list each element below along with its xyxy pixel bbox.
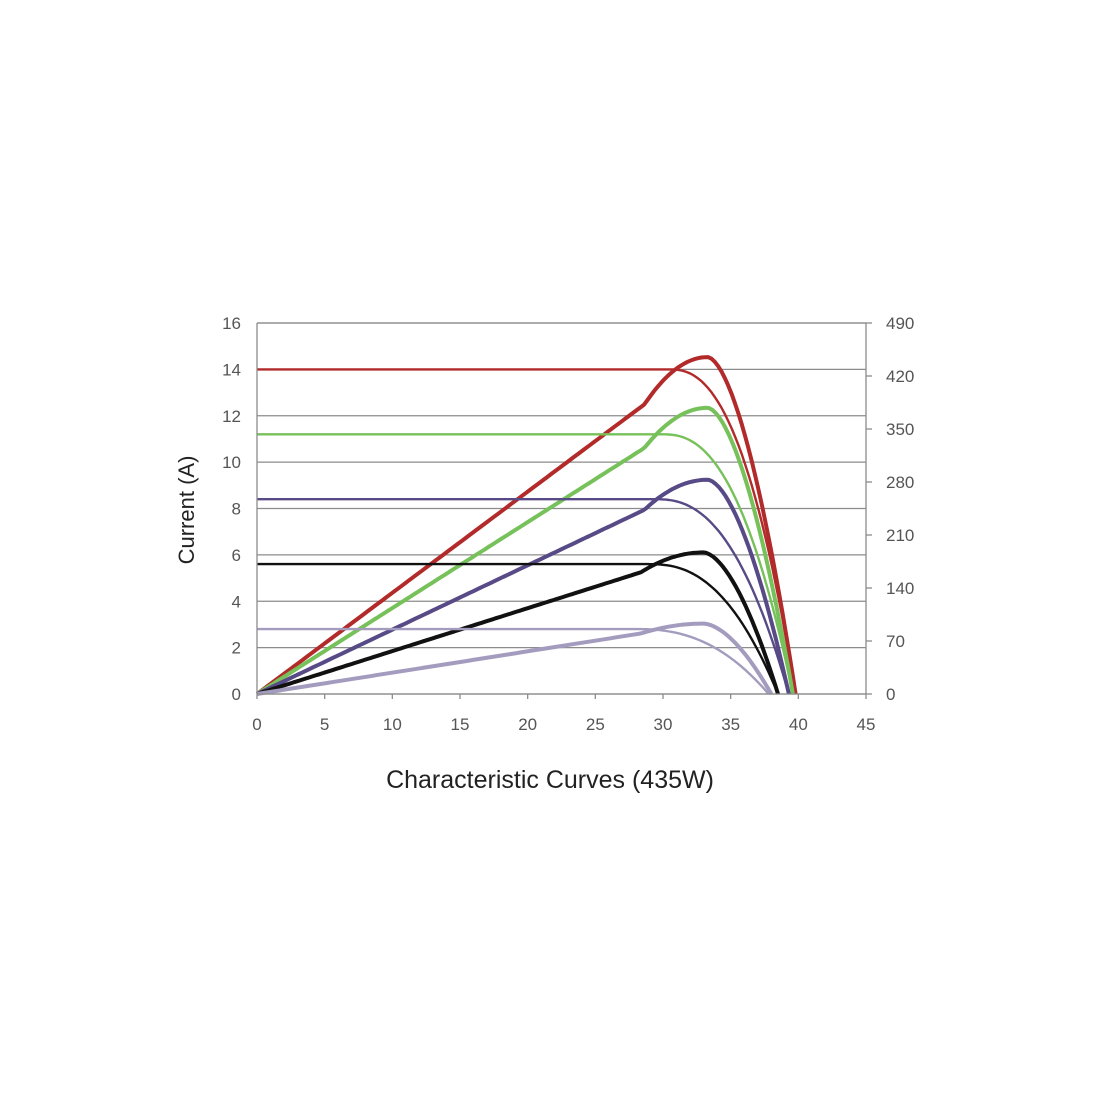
x-tick-label: 45: [857, 715, 876, 734]
x-tick-label: 20: [518, 715, 537, 734]
y2-tick-label: 350: [886, 420, 914, 439]
y2-tick-label: 140: [886, 579, 914, 598]
x-tick-label: 0: [252, 715, 261, 734]
y-tick-label: 4: [232, 592, 241, 611]
y2-tick-label: 210: [886, 526, 914, 545]
y2-tick-label: 420: [886, 367, 914, 386]
x-tick-label: 40: [789, 715, 808, 734]
y-tick-label: 8: [232, 500, 241, 519]
x-tick-label: 15: [451, 715, 470, 734]
chart-caption: Characteristic Curves (435W): [386, 766, 714, 794]
y2-tick-label: 70: [886, 632, 905, 651]
x-tick-label: 10: [383, 715, 402, 734]
y2-tick-label: 280: [886, 473, 914, 492]
x-tick-label: 5: [320, 715, 329, 734]
power-curve: [255, 405, 795, 696]
power-curve: [256, 477, 791, 696]
y-tick-label: 2: [232, 639, 241, 658]
current-curve: [257, 368, 797, 695]
x-tick-label: 35: [721, 715, 740, 734]
current-curve: [257, 562, 780, 695]
y-tick-label: 12: [222, 407, 241, 426]
power-curve: [256, 621, 774, 696]
current-curve: [257, 627, 770, 695]
current-curve: [257, 498, 791, 695]
series-layer: [255, 355, 798, 696]
power-curve: [255, 355, 798, 696]
y-tick-label: 0: [232, 685, 241, 704]
y-tick-label: 10: [222, 453, 241, 472]
y2-tick-label: 490: [886, 314, 914, 333]
y-tick-label: 14: [222, 360, 241, 379]
y2-tick-label: 0: [886, 685, 895, 704]
power-curve: [256, 550, 780, 696]
current-curve: [257, 433, 795, 695]
plot-frame: [256, 322, 867, 695]
y-tick-label: 16: [222, 314, 241, 333]
x-tick-label: 30: [654, 715, 673, 734]
y-tick-label: 6: [232, 546, 241, 565]
tick-labels: 0 2 4 6 8 10 12 14 16 0 70 140 210 280 350 420 490 0 5 10 15…: [222, 314, 914, 734]
x-tick-label: 25: [586, 715, 605, 734]
y-axis-label: Current (A): [174, 456, 199, 565]
